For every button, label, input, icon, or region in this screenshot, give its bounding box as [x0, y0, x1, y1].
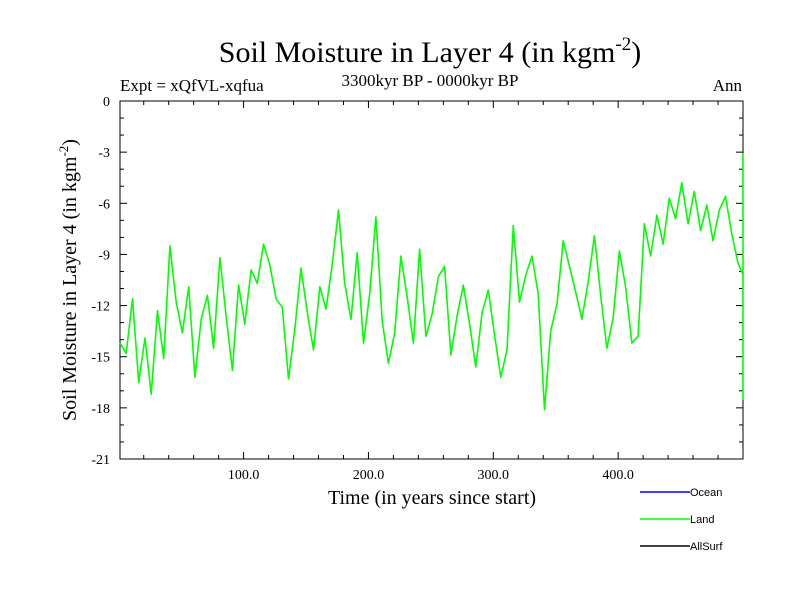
y-tick-label: -6	[98, 197, 110, 212]
legend-label-allsurf: AllSurf	[690, 541, 723, 553]
y-tick-label: -3	[98, 146, 110, 161]
chart-title-superscript: -2	[615, 34, 631, 55]
season-label: Ann	[713, 76, 743, 95]
x-axis-label: Time (in years since start)	[328, 487, 536, 509]
y-axis-label: Soil Moisture in Layer 4 (in kgm-2)	[56, 139, 81, 421]
y-axis-label-close: )	[59, 139, 81, 146]
plot-frame	[119, 100, 744, 460]
chart-title: Soil Moisture in Layer 4 (in kgm-2)	[219, 34, 641, 69]
legend-label-ocean: Ocean	[690, 487, 722, 499]
y-axis-label-text: Soil Moisture in Layer 4 (in kgm	[59, 156, 81, 421]
y-axis-label-superscript: -2	[56, 146, 71, 157]
time-range-label: 3300kyr BP - 0000kyr BP	[342, 71, 519, 90]
y-tick-label: -9	[98, 248, 110, 263]
y-tick-label: -18	[91, 402, 110, 417]
land-series-line	[119, 153, 744, 411]
x-tick-label: 300.0	[478, 468, 510, 483]
x-tick-label: 100.0	[228, 468, 260, 483]
chart-title-close: )	[631, 36, 641, 69]
chart-title-text: Soil Moisture in Layer 4 (in kgm	[219, 36, 616, 69]
legend-label-land: Land	[690, 514, 714, 526]
y-tick-label: -12	[91, 300, 110, 315]
x-axis: 100.0 200.0 300.0 400.0	[143, 101, 719, 483]
x-tick-label: 200.0	[353, 468, 385, 483]
experiment-label: Expt = xQfVL-xqfua	[120, 76, 264, 95]
y-tick-label: -21	[91, 453, 110, 468]
y-tick-label: -15	[91, 351, 110, 366]
y-tick-label: 0	[103, 95, 110, 110]
x-tick-label: 400.0	[602, 468, 634, 483]
legend: Ocean Land AllSurf	[640, 487, 723, 553]
